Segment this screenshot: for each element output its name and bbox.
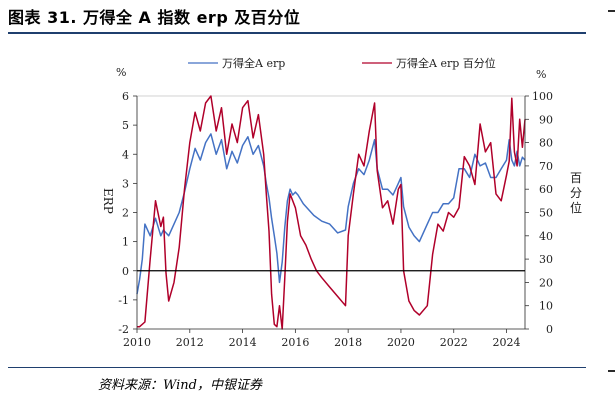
y2-tick-label: 80 [539, 137, 553, 150]
y2-tick-label: 60 [539, 183, 553, 196]
y-tick-label: 6 [122, 90, 129, 103]
y-tick-label: 2 [122, 207, 129, 220]
y-tick-label: 4 [122, 148, 129, 161]
y2-tick-label: 10 [539, 300, 553, 313]
series-layer [137, 96, 525, 329]
y-tick-label: -1 [118, 294, 129, 307]
y-tick-label: 3 [122, 177, 129, 190]
x-tick-label: 2016 [281, 336, 309, 349]
y2-tick-label: 0 [546, 323, 553, 336]
x-tick-label: 2014 [229, 336, 257, 349]
y2-tick-label: 90 [539, 113, 553, 126]
y-tick-label: 1 [122, 236, 129, 249]
series-erp-line [137, 134, 525, 294]
y2-tick-label: 100 [532, 90, 553, 103]
y-tick-label: 0 [122, 265, 129, 278]
source-note: 资料来源：Wind，中银证券 [98, 374, 262, 393]
x-tick-label: 2020 [387, 336, 415, 349]
y2-title-char: 分 [570, 186, 582, 200]
x-tick-label: 2024 [493, 336, 521, 349]
x-tick-label: 2022 [440, 336, 468, 349]
x-tick-label: 2018 [334, 336, 362, 349]
y-tick-label: -2 [118, 323, 129, 336]
series-percentile-line [137, 96, 525, 329]
x-tick-label: 2010 [123, 336, 151, 349]
x-tick-label: 2012 [176, 336, 204, 349]
legend-label-erp: 万得全A erp [222, 56, 285, 70]
right-unit-label: % [536, 68, 546, 81]
left-unit-label: % [116, 66, 126, 79]
plot-frame [137, 96, 525, 329]
grid-layer [137, 96, 525, 329]
y2-title-char: 百 [570, 171, 582, 185]
y2-tick-label: 20 [539, 276, 553, 289]
y2-title-char: 位 [570, 200, 582, 215]
y2-tick-label: 70 [539, 160, 553, 173]
legend-label-percentile: 万得全A erp 百分位 [396, 56, 496, 70]
y-tick-label: 5 [122, 119, 129, 132]
y2-tick-label: 50 [539, 207, 553, 220]
y2-tick-label: 30 [539, 253, 553, 266]
y2-axis-title: 百分位 [570, 171, 582, 215]
source-divider [8, 367, 586, 368]
y-axis-title: ERP [101, 188, 115, 214]
legend: 万得全A erp 万得全A erp 百分位 [188, 56, 496, 70]
y2-tick-label: 40 [539, 230, 553, 243]
